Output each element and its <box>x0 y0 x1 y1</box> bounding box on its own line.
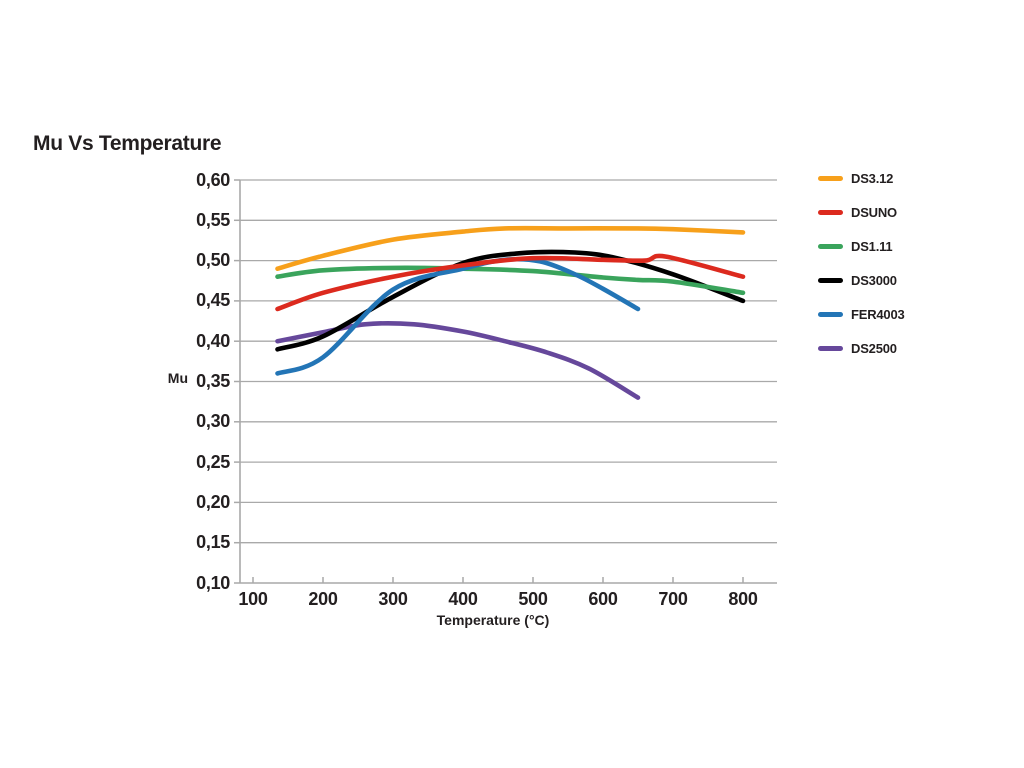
legend-label: DS2500 <box>851 340 897 356</box>
x-tick-label: 400 <box>448 589 478 609</box>
x-tick-label: 100 <box>238 589 268 609</box>
legend-item-ds312: DS3.12 <box>818 166 905 190</box>
y-tick-label: 0,30 <box>196 411 230 432</box>
x-tick-label: 600 <box>588 589 618 609</box>
legend-item-ds3000: DS3000 <box>818 268 905 292</box>
y-tick-label: 0,55 <box>196 209 230 230</box>
x-tick-label: 200 <box>308 589 338 609</box>
x-tick-label: 300 <box>378 589 408 609</box>
x-tick-label: 800 <box>728 589 758 609</box>
x-axis-title: Temperature (°C) <box>436 612 550 628</box>
y-tick-label: 0,35 <box>196 371 230 391</box>
legend-label: FER4003 <box>851 306 905 322</box>
legend-swatch-icon <box>818 175 843 181</box>
y-tick-label: 0,10 <box>196 572 230 593</box>
y-tick-label: 0,25 <box>196 451 230 472</box>
legend-swatch-icon <box>818 277 843 283</box>
series-line-ds312 <box>275 225 746 271</box>
legend-swatch-icon <box>818 243 843 249</box>
y-tick-label: 0,45 <box>196 290 230 311</box>
series-line-ds111 <box>275 265 746 296</box>
legend-label: DS3.12 <box>851 170 894 186</box>
legend-label: DS3000 <box>851 272 897 288</box>
y-tick-label: 0,40 <box>196 330 230 351</box>
legend-swatch-icon <box>818 209 843 215</box>
legend-swatch-icon <box>818 345 843 351</box>
legend-swatch-icon <box>818 311 843 317</box>
y-tick-label: 0,50 <box>196 250 230 271</box>
y-tick-label: 0,60 <box>196 169 230 190</box>
legend-item-ds2500: DS2500 <box>818 336 905 360</box>
legend-label: DSUNO <box>851 204 897 220</box>
legend-label: DS1.11 <box>851 238 893 254</box>
series-line-fer4003 <box>275 256 641 376</box>
series-line-dsuno <box>275 253 746 312</box>
x-tick-label: 700 <box>658 589 688 609</box>
y-axis-title: Mu <box>167 370 188 386</box>
legend: DS3.12 DSUNO DS1.11 DS3000 FER4003 DS2500 <box>818 166 905 360</box>
legend-item-dsuno: DSUNO <box>818 200 905 224</box>
y-tick-label: 0,20 <box>196 491 230 512</box>
series-line-ds3000 <box>275 249 746 352</box>
x-tick-label: 500 <box>518 589 548 609</box>
chart-title: Mu Vs Temperature <box>33 132 222 155</box>
legend-item-fer4003: FER4003 <box>818 302 905 326</box>
y-tick-label: 0,15 <box>196 532 230 553</box>
legend-item-ds111: DS1.11 <box>818 234 905 258</box>
